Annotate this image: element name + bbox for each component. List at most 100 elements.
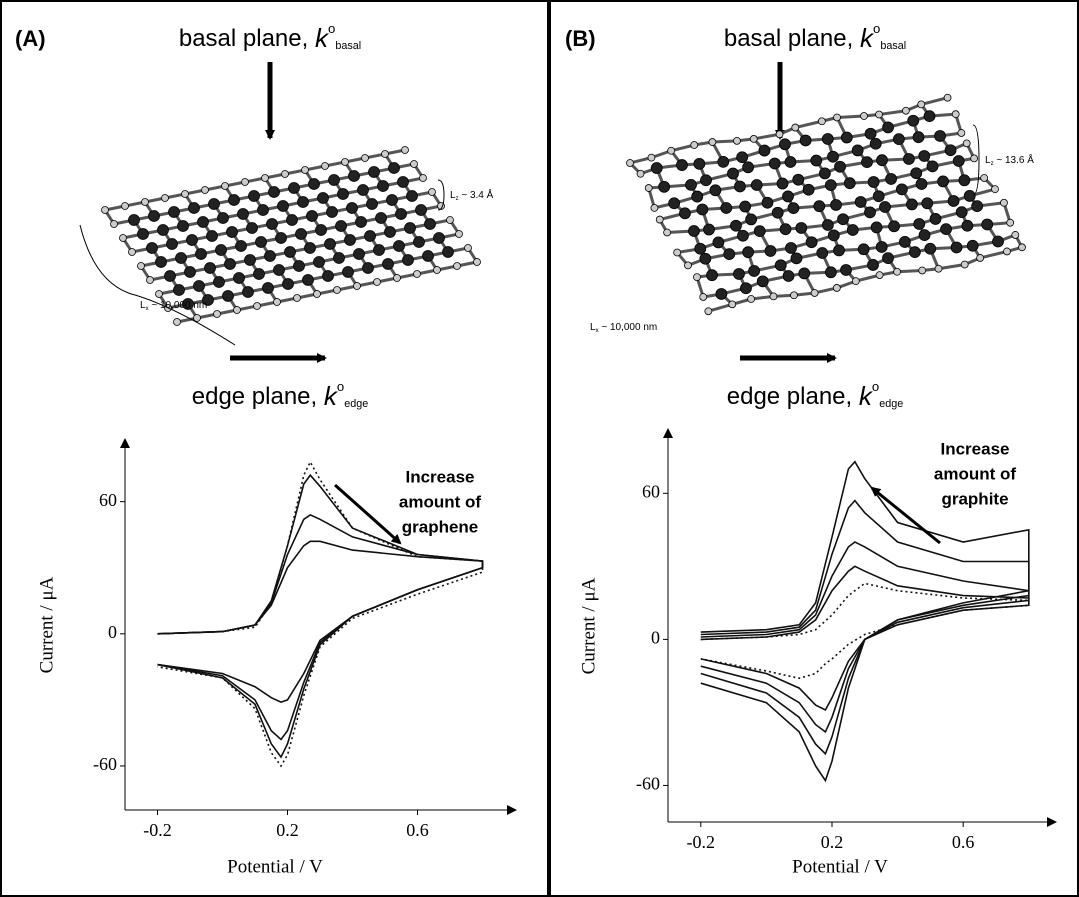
x-tick-label: -0.2 (687, 832, 716, 852)
hydrogen-atom (334, 287, 341, 294)
carbon-atom (396, 209, 407, 220)
hydrogen-atom (961, 261, 968, 268)
carbon-atom (861, 157, 872, 168)
hydrogen-atom (174, 319, 181, 326)
hydrogen-atom (958, 129, 965, 136)
hydrogen-atom (811, 289, 818, 296)
carbon-atom (733, 268, 744, 279)
dim-text: ~ 3.4 Å (459, 188, 494, 201)
carbon-atom (298, 197, 309, 208)
bond (921, 98, 947, 105)
annotation: graphite (941, 489, 1008, 508)
hydrogen-atom (454, 263, 461, 270)
carbon-atom (707, 270, 718, 281)
y-tick-label: 0 (108, 622, 117, 642)
x-tick-label: -0.2 (143, 820, 172, 840)
carbon-atom (959, 175, 970, 186)
carbon-atom (358, 185, 369, 196)
carbon-atom (911, 168, 922, 179)
carbon-atom (909, 247, 920, 258)
panel-label: (B) (565, 26, 596, 51)
carbon-atom (941, 224, 952, 235)
y-tick-label: -60 (636, 774, 660, 794)
carbon-atom (416, 205, 427, 216)
label-sub: edge (344, 398, 368, 410)
dim-text: ~ 10,000 nm (599, 322, 658, 333)
carbon-atom (278, 201, 289, 212)
carbon-atom (685, 179, 696, 190)
carbon-atom (716, 288, 727, 299)
carbon-atom (323, 271, 334, 282)
carbon-atom (688, 226, 699, 237)
cv-curve (701, 462, 1029, 781)
carbon-atom (363, 263, 374, 274)
carbon-atom (407, 191, 418, 202)
panel-label: (A) (15, 26, 46, 51)
hydrogen-atom (434, 267, 441, 274)
hydrogen-atom (790, 292, 797, 299)
carbon-atom (924, 111, 935, 122)
carbon-atom (701, 175, 712, 186)
hydrogen-atom (214, 311, 221, 318)
carbon-atom (265, 251, 276, 262)
carbon-atom (806, 237, 817, 248)
carbon-atom (865, 128, 876, 139)
carbon-atom (982, 219, 993, 230)
carbon-atom (785, 242, 796, 253)
label-sup: o (328, 21, 335, 36)
hydrogen-atom (382, 151, 389, 158)
carbon-atom (394, 241, 405, 252)
annotation: Increase (941, 439, 1010, 458)
hydrogen-atom (138, 263, 145, 270)
hydrogen-atom (648, 154, 655, 161)
x-axis-label: Potential / V (792, 856, 888, 877)
carbon-atom (783, 271, 794, 282)
carbon-atom (835, 161, 846, 172)
hydrogen-atom (627, 160, 634, 167)
carbon-atom (734, 181, 745, 192)
carbon-atom (916, 179, 927, 190)
carbon-atom (782, 191, 793, 202)
brace (80, 225, 235, 345)
hydrogen-atom (944, 94, 951, 101)
carbon-atom (883, 253, 894, 264)
hydrogen-atom (474, 259, 481, 266)
lx-label: Lx ~ 10,000 nm (140, 300, 207, 312)
carbon-atom (403, 255, 414, 266)
annotation: amount of (934, 464, 1016, 483)
carbon-atom (899, 236, 910, 247)
carbon-atom (868, 176, 879, 187)
hydrogen-atom (120, 235, 127, 242)
x-tick-label: 0.6 (406, 820, 429, 840)
carbon-atom (737, 230, 748, 241)
carbon-atom (294, 261, 305, 272)
bond (837, 116, 864, 117)
carbon-atom (185, 267, 196, 278)
carbon-atom (796, 222, 807, 233)
carbon-atom (434, 233, 445, 244)
carbon-atom (169, 207, 180, 218)
hydrogen-atom (860, 113, 867, 120)
carbon-atom (227, 227, 238, 238)
carbon-atom (659, 181, 670, 192)
carbon-atom (679, 208, 690, 219)
carbon-atom (327, 207, 338, 218)
label-text: basal plane, (724, 25, 860, 52)
label-text: basal plane, (179, 25, 315, 52)
carbon-atom (307, 211, 318, 222)
carbon-atom (425, 219, 436, 230)
carbon-atom (374, 245, 385, 256)
carbon-atom (349, 171, 360, 182)
hydrogen-atom (354, 283, 361, 290)
carbon-atom (956, 207, 967, 218)
carbon-atom (214, 277, 225, 288)
carbon-atom (289, 183, 300, 194)
carbon-atom (855, 196, 866, 207)
carbon-atom (367, 199, 378, 210)
label-text: edge plane, (727, 383, 859, 410)
carbon-atom (793, 174, 804, 185)
carbon-atom (935, 130, 946, 141)
carbon-atom (972, 201, 983, 212)
carbon-atom (785, 157, 796, 168)
carbon-atom (864, 207, 875, 218)
